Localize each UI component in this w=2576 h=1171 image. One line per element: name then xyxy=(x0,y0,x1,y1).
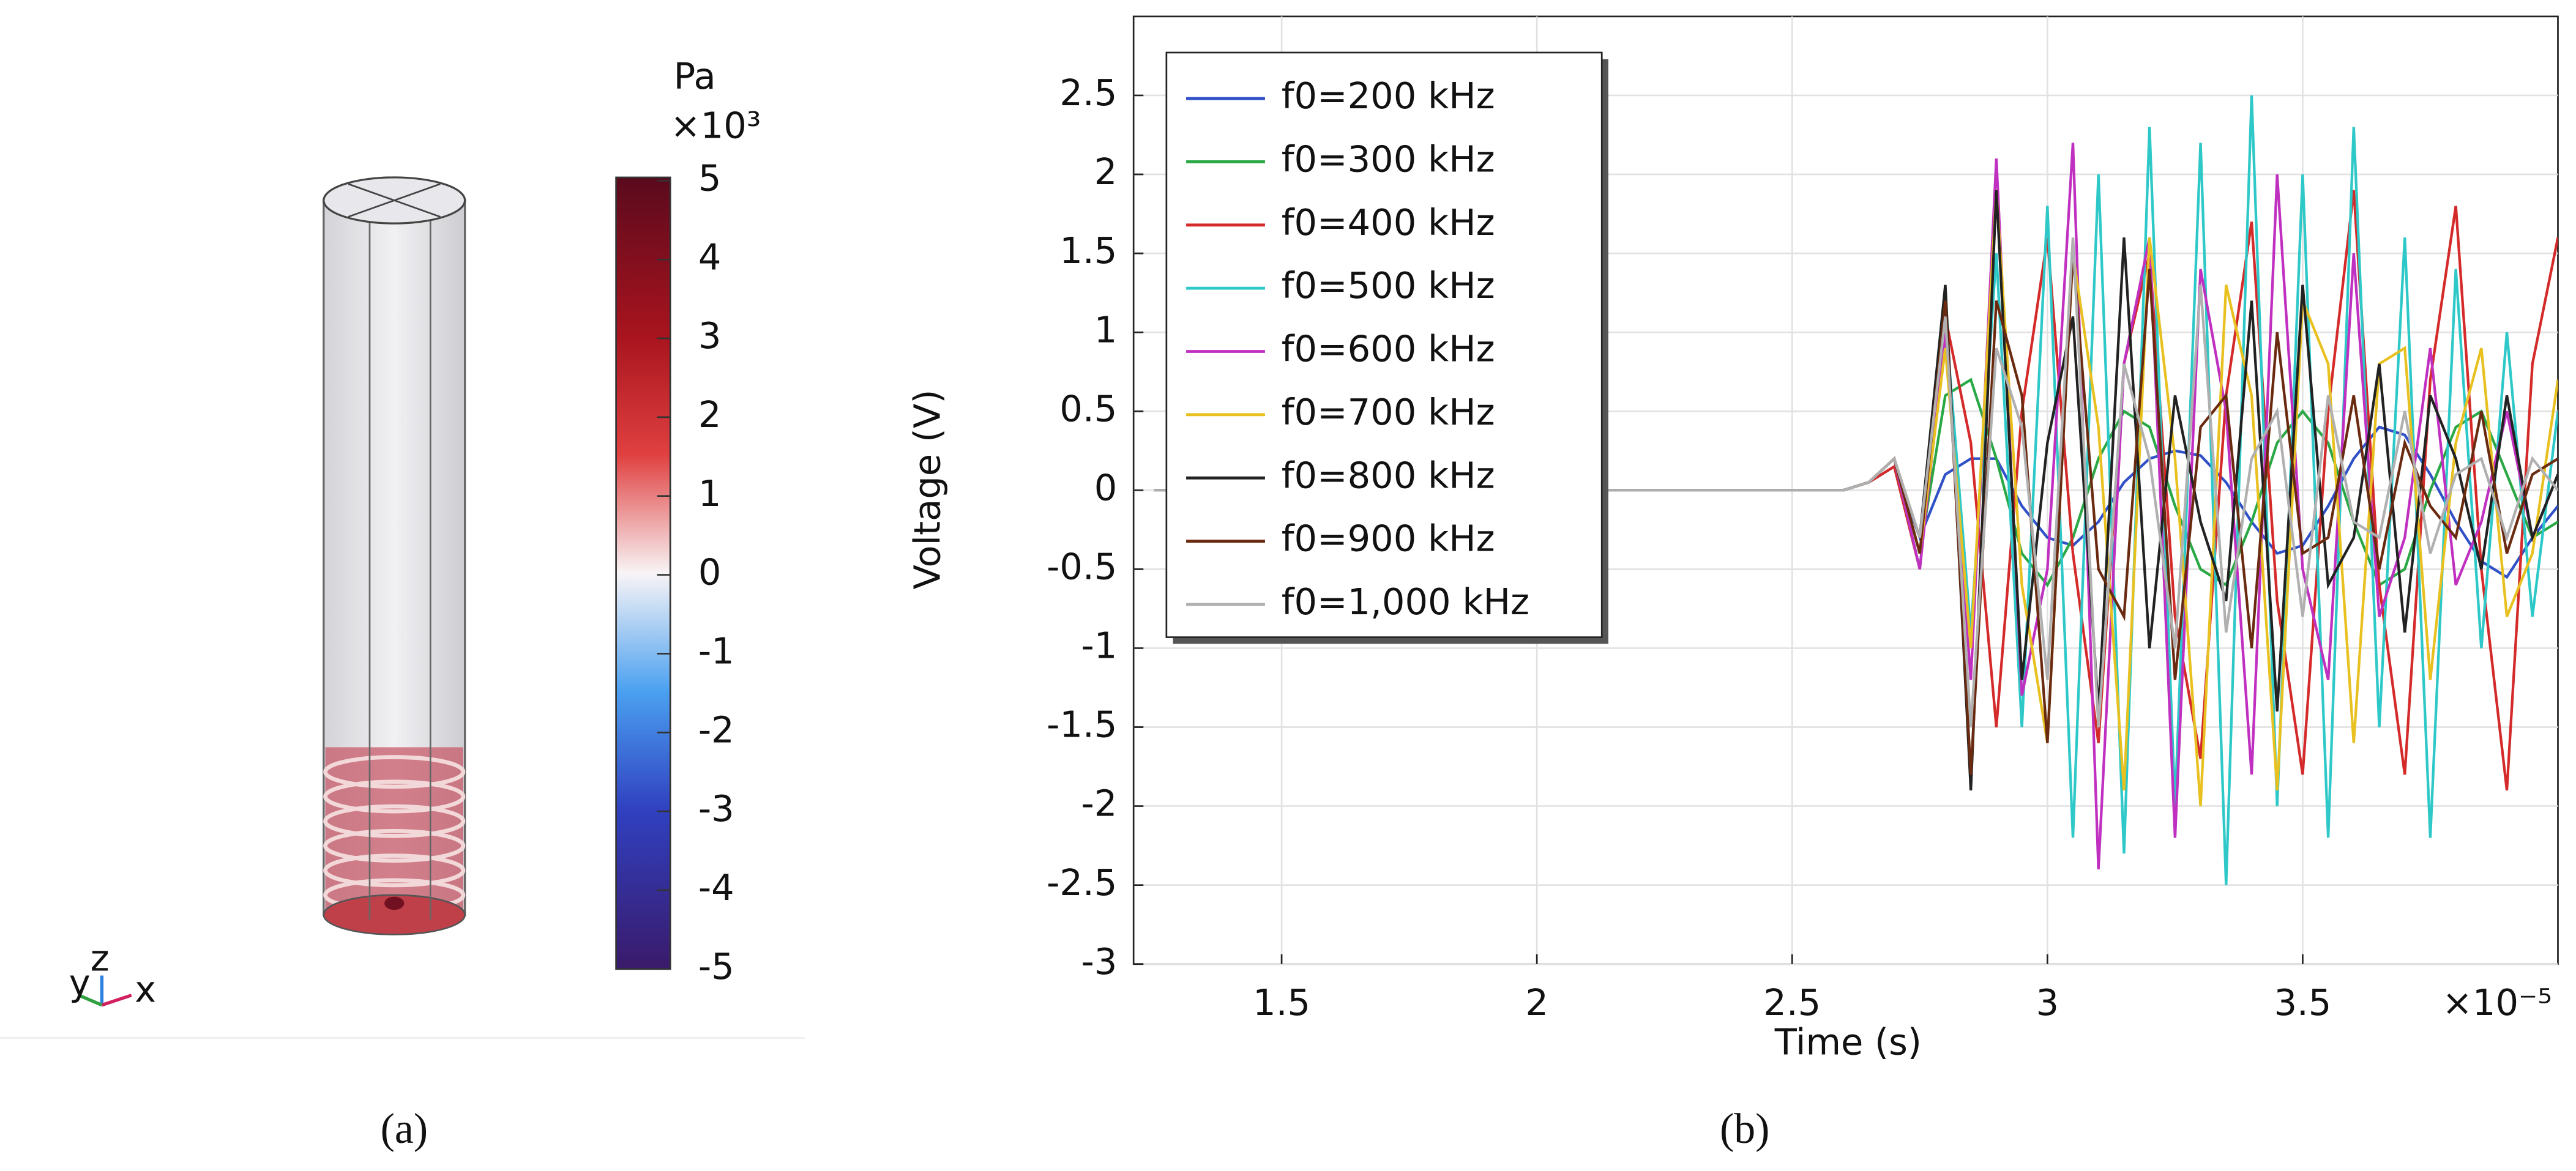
colorbar-tick-label: -2 xyxy=(698,708,734,751)
y-tick-label: 2 xyxy=(1094,151,1118,193)
colorbar-tick-label: 4 xyxy=(698,236,722,278)
colorbar-unit: Pa xyxy=(674,55,716,97)
x-tick-label: 1.5 xyxy=(1253,981,1310,1024)
x-tick-label: 3 xyxy=(2036,981,2059,1024)
colorbar-tick-label: -5 xyxy=(698,945,734,987)
y-tick-label: -1.5 xyxy=(1047,704,1117,746)
legend-label: f0=500 kHz xyxy=(1282,264,1495,307)
y-tick-label: 0 xyxy=(1094,466,1118,508)
colorbar-tick-label: 0 xyxy=(698,551,722,593)
y-tick-label: -1 xyxy=(1081,625,1117,667)
legend-label: f0=1,000 kHz xyxy=(1282,581,1529,623)
x-tick-label: 3.5 xyxy=(2274,981,2331,1024)
colorbar-tick-label: 2 xyxy=(698,393,722,436)
legend-label: f0=600 kHz xyxy=(1282,328,1495,370)
triad-z: z xyxy=(91,937,110,979)
colorbar-tick-label: 5 xyxy=(698,157,722,199)
legend-label: f0=300 kHz xyxy=(1282,138,1495,180)
y-tick-label: 1 xyxy=(1094,308,1118,351)
y-tick-label: 1.5 xyxy=(1059,229,1117,272)
x-tick-label: 2 xyxy=(1525,981,1548,1024)
colorbar-tick-label: 1 xyxy=(698,472,722,515)
colorbar xyxy=(615,176,671,970)
y-tick-label: 2.5 xyxy=(1059,72,1117,114)
x-multiplier: ×10⁻⁵ xyxy=(2442,981,2552,1024)
x-tick-label: 2.5 xyxy=(1763,981,1821,1024)
colorbar-tick-label: 3 xyxy=(698,314,722,357)
colorbar-multiplier: ×10³ xyxy=(670,105,761,147)
y-tick-label: 0.5 xyxy=(1059,387,1117,429)
panel-label: (a) xyxy=(381,1106,428,1153)
y-axis-label: Voltage (V) xyxy=(906,390,948,590)
legend-label: f0=700 kHz xyxy=(1282,391,1495,433)
legend-label: f0=400 kHz xyxy=(1282,201,1495,243)
triad-y: y xyxy=(69,962,91,1004)
colorbar-tick-label: -4 xyxy=(698,866,734,909)
axes-triad: y z x xyxy=(69,937,156,1010)
y-tick-label: -2.5 xyxy=(1047,861,1117,904)
legend-label: f0=200 kHz xyxy=(1282,75,1495,117)
series-group xyxy=(1154,95,2558,885)
legend-label: f0=800 kHz xyxy=(1282,454,1495,496)
y-tick-label: -3 xyxy=(1081,940,1117,983)
colorbar-tick-label: -1 xyxy=(698,630,734,672)
panel-label: (b) xyxy=(1720,1106,1769,1153)
y-tick-label: -2 xyxy=(1081,783,1117,825)
triad-x: x xyxy=(135,968,156,1010)
colorbar-tick-label: -3 xyxy=(698,787,734,830)
cylinder-model xyxy=(0,176,805,1039)
series-line xyxy=(1154,237,2558,727)
x-axis-label: Time (s) xyxy=(1774,1020,1922,1063)
legend-label: f0=900 kHz xyxy=(1282,518,1495,560)
y-tick-label: -0.5 xyxy=(1047,545,1117,587)
